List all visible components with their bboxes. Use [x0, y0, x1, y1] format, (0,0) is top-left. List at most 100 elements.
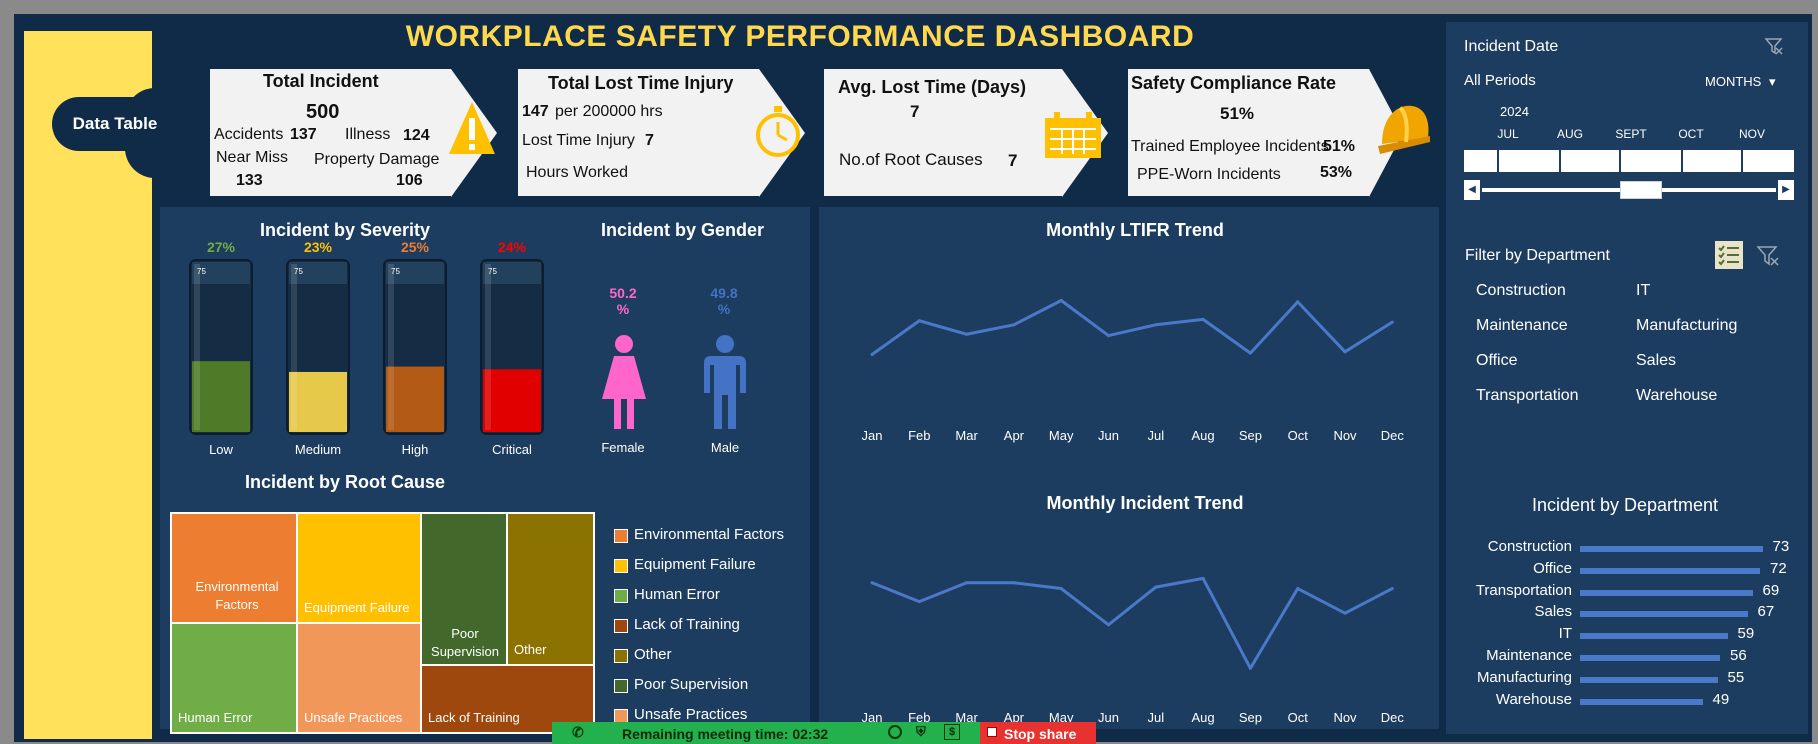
legend-swatch [614, 529, 628, 543]
dept-bar-label: Construction [1487, 538, 1572, 555]
dept-bar-value: 72 [1770, 559, 1787, 577]
x-tick-label: May [1049, 710, 1074, 725]
department-button[interactable]: Construction [1476, 282, 1566, 299]
female-label: Female [601, 440, 645, 455]
legend-label: Equipment Failure [634, 556, 756, 573]
stop-share-button[interactable]: Stop share [980, 722, 1096, 744]
tube-scale-label: 75 [488, 267, 497, 276]
tube-highlight [485, 264, 491, 430]
record-icon[interactable] [888, 725, 902, 739]
legend-swatch [614, 649, 628, 663]
department-button[interactable]: Office [1476, 352, 1518, 369]
treemap-tile-unsafe-practices[interactable]: Unsafe Practices [296, 622, 422, 734]
kpi-title: Total Incident [263, 71, 379, 91]
female-percent-value: 50.2 [609, 285, 637, 301]
timeline-month[interactable]: AUG [1556, 127, 1583, 141]
trend-point [1201, 317, 1205, 321]
kpi-total-incident: Total Incident 500 Accidents 137 Illness… [210, 69, 451, 196]
phone-icon[interactable]: ✆ [572, 724, 584, 740]
hours-label: Hours Worked [526, 164, 628, 181]
severity-fill [483, 369, 541, 432]
treemap-tile-human-error[interactable]: Human Error [170, 622, 298, 734]
department-button[interactable]: IT [1636, 282, 1651, 299]
shield-icon[interactable]: ⛨ [916, 724, 926, 739]
trained-label: Trained Employee Incidents [1131, 138, 1329, 155]
illness-value: 124 [403, 127, 430, 144]
illness-label: Illness [345, 126, 391, 143]
department-button[interactable]: Transportation [1476, 387, 1579, 404]
year-label: 2024 [1500, 104, 1529, 119]
incident-trend-chart: Jan Feb Mar Apr May Jun Jul Aug Sep Oct Nov Dec [862, 576, 1405, 725]
trend-line [871, 299, 1394, 356]
dept-bar-value: 73 [1772, 538, 1790, 555]
trend-point [870, 581, 874, 585]
dept-bar-label: IT [1558, 625, 1572, 643]
scroll-left-icon[interactable]: ◀ [1464, 180, 1480, 200]
x-tick-label: Jan [862, 710, 883, 725]
dollar-icon[interactable]: $ [944, 724, 960, 740]
dept-bar [1580, 676, 1718, 683]
treemap-tile-other[interactable]: Other [506, 512, 595, 666]
scroll-right-icon[interactable]: ▶ [1778, 180, 1794, 200]
dept-bar [1580, 633, 1728, 640]
data-table-button[interactable]: Data Table [52, 97, 178, 151]
treemap-tile-poor-supervision[interactable]: Poor Supervision [420, 512, 508, 666]
scroll-thumb[interactable] [1620, 181, 1662, 199]
severity-fill [386, 366, 444, 432]
dept-bar-label: Warehouse [1495, 690, 1572, 708]
time-level-dropdown[interactable]: MONTHS ▾ [1705, 74, 1776, 90]
severity-label: Low [209, 442, 233, 457]
department-button[interactable]: Manufacturing [1636, 317, 1738, 334]
trend-point [1154, 323, 1158, 327]
severity-title: Incident by Severity [259, 220, 431, 240]
lti-label: Lost Time Injury [522, 132, 635, 149]
trend-point [1296, 587, 1300, 591]
timeline-month[interactable]: JUL [1497, 127, 1519, 141]
x-tick-label: Apr [1004, 710, 1025, 725]
chevron-down-icon: ▾ [1768, 74, 1776, 89]
legend-label: Poor Supervision [634, 676, 749, 693]
dept-bar-value: 59 [1737, 625, 1755, 643]
ltifr-trend-title: Monthly LTIFR Trend [1046, 220, 1224, 240]
treemap-tile-equipment[interactable]: Equipment Failure [296, 512, 422, 624]
severity-fill [192, 361, 250, 432]
trained-value: 51% [1323, 138, 1356, 155]
dept-chart-title: Incident by Department [1531, 495, 1719, 515]
timeline-month[interactable]: SEPT [1615, 127, 1647, 141]
trend-point [965, 581, 969, 585]
multi-select-icon[interactable] [1714, 240, 1744, 270]
x-tick-label: Dec [1381, 710, 1405, 725]
x-tick-label: Feb [908, 428, 930, 443]
tile-label: Unsafe Practices [304, 710, 403, 725]
trend-point [1107, 334, 1110, 338]
department-button[interactable]: Sales [1636, 352, 1677, 369]
department-button[interactable]: Warehouse [1636, 387, 1718, 404]
timeline-divider [1741, 150, 1743, 172]
timeline-scrollbar[interactable]: ◀ ▶ [1464, 180, 1794, 200]
dept-bar-value: 49 [1712, 690, 1730, 708]
timeline-month[interactable]: OCT [1678, 127, 1704, 141]
all-periods-label: All Periods [1464, 72, 1536, 89]
timeline-cells[interactable] [1464, 150, 1794, 172]
timeline-months: JUL AUG SEPT OCT NOV [1464, 127, 1794, 147]
trend-panel [819, 207, 1439, 729]
dept-bar-value: 56 [1730, 647, 1747, 664]
clear-filter-icon[interactable] [1764, 36, 1784, 56]
department-button[interactable]: Maintenance [1476, 317, 1568, 334]
trend-point [1343, 350, 1347, 354]
accidents-value: 137 [290, 126, 317, 143]
dept-bar-label: Transportation [1475, 581, 1572, 599]
female-figure-icon [602, 335, 646, 429]
legend-swatch [614, 619, 628, 633]
tube-cap [386, 262, 444, 284]
timeline-month[interactable]: NOV [1738, 127, 1765, 141]
dept-bar-value: 55 [1727, 668, 1745, 686]
kpi-value: 51% [1220, 104, 1255, 123]
treemap-tile-environmental[interactable]: Environmental Factors [170, 512, 298, 624]
department-filter-title: Filter by Department [1465, 247, 1610, 264]
x-tick-label: Oct [1288, 428, 1309, 443]
property-value: 106 [396, 172, 423, 189]
clear-filter-icon[interactable] [1756, 244, 1780, 268]
kpi-title: Total Lost Time Injury [548, 73, 734, 93]
